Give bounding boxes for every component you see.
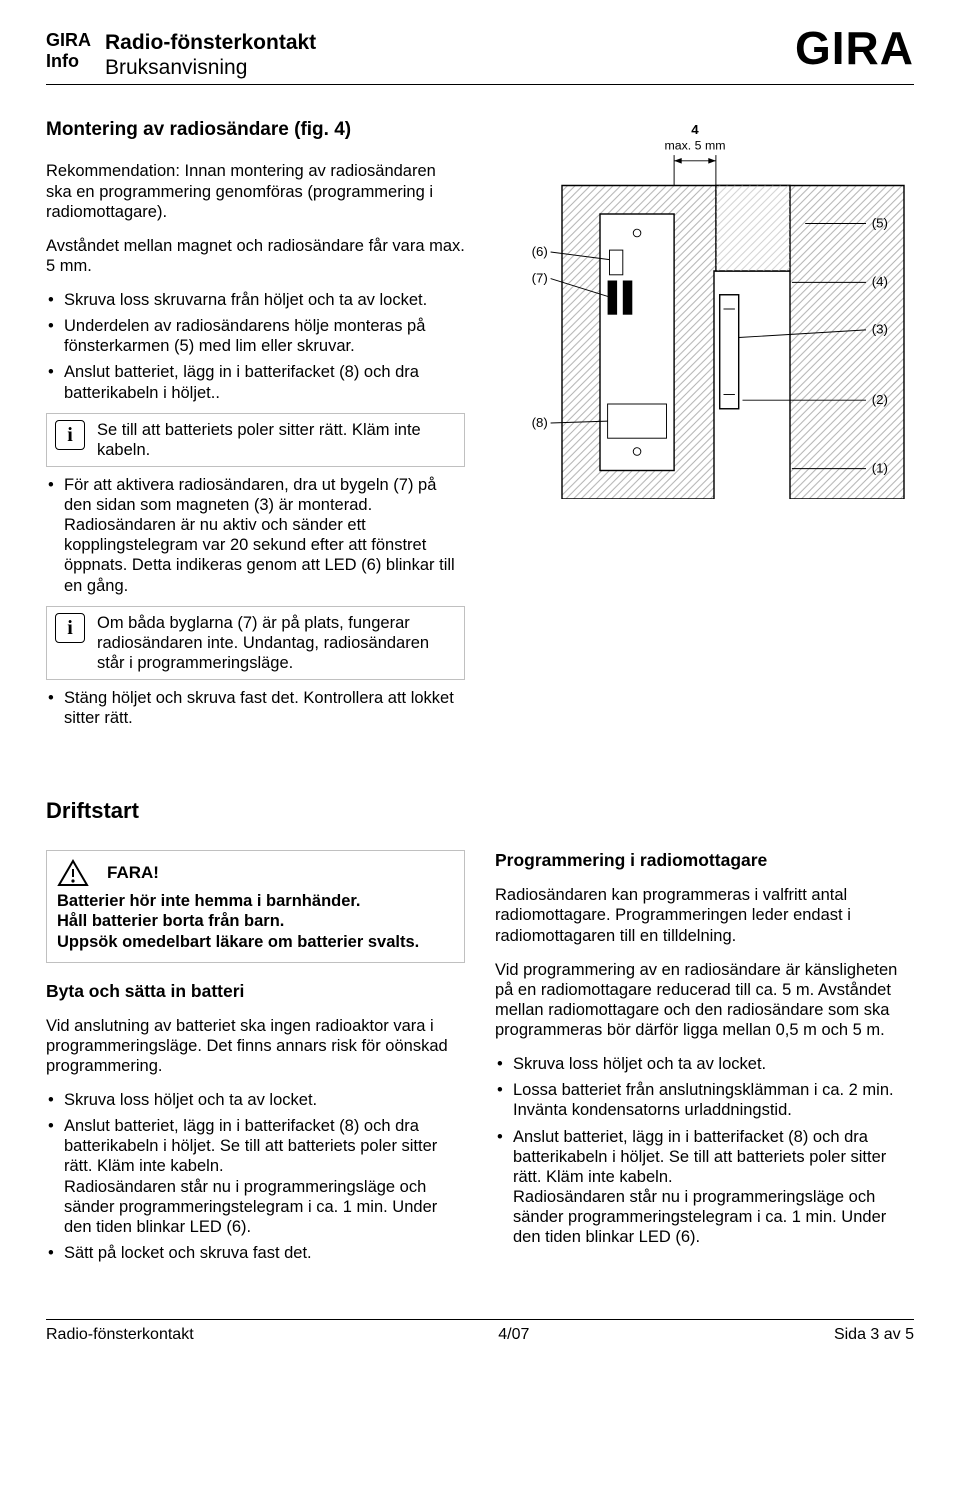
mount-list-3: Stäng höljet och skruva fast det. Kontro… [46, 688, 465, 728]
fig-top-txt: max. 5 mm [664, 139, 725, 153]
info-box-1: i Se till att batteriets poler sitter rä… [46, 413, 465, 467]
fig-label-7: (7) [532, 271, 548, 286]
danger-box: FARA! Batterier hör inte hemma i barnhän… [46, 850, 465, 962]
footer-center: 4/07 [498, 1326, 529, 1344]
fig-label-8: (8) [532, 415, 548, 430]
figure-column: 4 max. 5 mm [495, 119, 914, 738]
warn-body: Batterier hör inte hemma i barnhänder. H… [57, 891, 454, 951]
mount-b1: Skruva loss skruvarna från höljet och ta… [46, 290, 465, 310]
brand-logo: GIRA [795, 28, 914, 69]
fig-label-3: (3) [872, 322, 888, 337]
header-titles: Radio-fönsterkontakt Bruksanvisning [105, 30, 781, 80]
mount-p1: Rekommendation: Innan montering av radio… [46, 161, 465, 221]
drift-l2: Anslut batteriet, lägg in i batterifacke… [46, 1116, 465, 1237]
drift-p1: Vid anslutning av batteriet ska ingen ra… [46, 1016, 465, 1076]
prog-list: Skruva loss höljet och ta av locket. Los… [495, 1054, 914, 1247]
page-footer: Radio-fönsterkontakt 4/07 Sida 3 av 5 [46, 1319, 914, 1344]
drift-l3: Sätt på locket och skruva fast det. [46, 1243, 465, 1263]
mount-list-2: För att aktivera radiosändaren, dra ut b… [46, 475, 465, 596]
doc-subtitle: Bruksanvisning [105, 55, 781, 80]
mount-b3: Anslut batteriet, lägg in i batterifacke… [46, 362, 465, 402]
figure-4: 4 max. 5 mm [495, 119, 914, 499]
fig-label-1: (1) [872, 461, 888, 476]
fig-label-5: (5) [872, 216, 888, 231]
fig-label-6: (6) [532, 244, 548, 259]
info1-text: Se till att batteriets poler sitter rätt… [97, 420, 456, 460]
fig-label-2: (2) [872, 392, 888, 407]
info2-text: Om båda byglarna (7) är på plats, funger… [97, 613, 456, 673]
mount-heading: Montering av radiosändare (fig. 4) [46, 119, 465, 141]
warn-title: FARA! [107, 863, 159, 883]
fig-label-4: (4) [872, 275, 888, 290]
battery-subheading: Byta och sätta in batteri [46, 981, 465, 1002]
info-box-2: i Om båda byglarna (7) är på plats, fung… [46, 606, 465, 680]
mount-p2: Avståndet mellan magnet och radiosändare… [46, 236, 465, 276]
fig-top-num: 4 [691, 123, 699, 138]
drift-heading: Driftstart [46, 798, 914, 824]
brand-line1: GIRA [46, 30, 91, 51]
doc-title: Radio-fönsterkontakt [105, 30, 781, 55]
drift-l1: Skruva loss höljet och ta av locket. [46, 1090, 465, 1110]
prog-heading: Programmering i radiomottagare [495, 850, 914, 871]
mount-b5: Stäng höljet och skruva fast det. Kontro… [46, 688, 465, 728]
brand-line2: Info [46, 51, 91, 72]
prog-l3: Anslut batteriet, lägg in i batterifacke… [495, 1127, 914, 1248]
prog-l2: Lossa batteriet från anslutningsklämman … [495, 1080, 914, 1120]
mount-b4: För att aktivera radiosändaren, dra ut b… [46, 475, 465, 596]
footer-right: Sida 3 av 5 [834, 1326, 914, 1344]
prog-l1: Skruva loss höljet och ta av locket. [495, 1054, 914, 1074]
drift-left-column: FARA! Batterier hör inte hemma i barnhän… [46, 850, 465, 1273]
drift-list: Skruva loss höljet och ta av locket. Ans… [46, 1090, 465, 1263]
mounting-text-column: Montering av radiosändare (fig. 4) Rekom… [46, 119, 465, 738]
mount-list-1: Skruva loss skruvarna från höljet och ta… [46, 290, 465, 403]
info-icon: i [55, 420, 85, 450]
warning-icon [57, 859, 89, 887]
info-icon: i [55, 613, 85, 643]
footer-left: Radio-fönsterkontakt [46, 1326, 194, 1344]
prog-p2: Vid programmering av en radiosändare är … [495, 960, 914, 1041]
mount-b2: Underdelen av radiosändarens hölje monte… [46, 316, 465, 356]
page-header: GIRA Info Radio-fönsterkontakt Bruksanvi… [46, 30, 914, 85]
prog-column: Programmering i radiomottagare Radiosänd… [495, 850, 914, 1273]
prog-p1: Radiosändaren kan programmeras i valfrit… [495, 885, 914, 945]
brand-small: GIRA Info [46, 30, 91, 71]
